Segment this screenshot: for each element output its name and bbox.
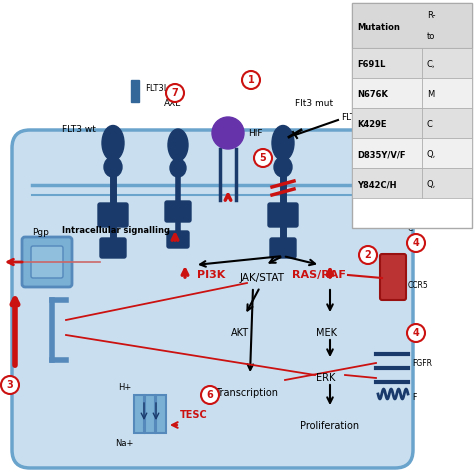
Text: to: to <box>427 31 436 40</box>
Text: 4: 4 <box>413 238 419 248</box>
Text: AKT: AKT <box>231 328 249 338</box>
Text: FLT3L: FLT3L <box>145 83 168 92</box>
FancyBboxPatch shape <box>268 203 298 227</box>
Text: Q,: Q, <box>427 150 436 159</box>
Bar <box>352 108 422 138</box>
Ellipse shape <box>102 126 124 161</box>
Text: 3: 3 <box>7 380 13 390</box>
Circle shape <box>407 324 425 342</box>
Circle shape <box>201 386 219 404</box>
Text: M: M <box>427 90 434 99</box>
Bar <box>422 48 472 78</box>
Circle shape <box>212 117 244 149</box>
Text: 5: 5 <box>260 153 266 163</box>
Bar <box>134 395 144 433</box>
Text: RAS/RAF: RAS/RAF <box>292 270 346 280</box>
Circle shape <box>242 71 260 89</box>
FancyBboxPatch shape <box>98 203 128 227</box>
Text: H+: H+ <box>118 383 131 392</box>
Text: FGFR: FGFR <box>412 358 432 367</box>
Text: Y842C/H: Y842C/H <box>357 180 396 189</box>
FancyBboxPatch shape <box>167 231 189 248</box>
Text: 6: 6 <box>207 390 213 400</box>
Bar <box>352 168 422 198</box>
Bar <box>145 395 155 433</box>
Text: Intracellular signalling: Intracellular signalling <box>62 226 170 235</box>
Ellipse shape <box>274 157 292 177</box>
Bar <box>131 80 139 102</box>
Text: C,: C, <box>427 60 436 69</box>
Text: Flt3 mut: Flt3 mut <box>295 99 333 108</box>
Ellipse shape <box>168 129 188 161</box>
FancyBboxPatch shape <box>165 201 191 222</box>
Text: F: F <box>412 393 416 402</box>
Text: C: C <box>408 224 413 233</box>
Ellipse shape <box>104 157 122 177</box>
FancyBboxPatch shape <box>12 130 413 468</box>
Bar <box>352 78 422 108</box>
Text: PI3K: PI3K <box>197 270 225 280</box>
Ellipse shape <box>170 159 186 177</box>
Text: MEK: MEK <box>316 328 337 338</box>
Text: Q,: Q, <box>427 180 436 189</box>
Text: CCR5: CCR5 <box>408 282 429 291</box>
Bar <box>156 395 166 433</box>
Text: HIF: HIF <box>248 128 263 137</box>
Circle shape <box>254 149 272 167</box>
Bar <box>352 48 422 78</box>
FancyBboxPatch shape <box>22 237 72 287</box>
Ellipse shape <box>272 126 294 161</box>
Circle shape <box>166 84 184 102</box>
FancyBboxPatch shape <box>31 246 63 278</box>
Text: Transcription: Transcription <box>215 388 278 398</box>
Bar <box>352 3 472 48</box>
Bar <box>422 138 472 168</box>
FancyBboxPatch shape <box>270 238 296 258</box>
Text: 1: 1 <box>247 75 255 85</box>
Text: JAK/STAT: JAK/STAT <box>240 273 285 283</box>
Text: K429E: K429E <box>357 120 386 129</box>
Text: FLT3 wt: FLT3 wt <box>62 126 96 135</box>
Text: FLT3i: FLT3i <box>341 112 364 121</box>
Text: R-: R- <box>427 10 436 19</box>
Text: Proliferation: Proliferation <box>300 421 359 431</box>
Bar <box>422 108 472 138</box>
Circle shape <box>359 246 377 264</box>
Text: 2: 2 <box>365 250 371 260</box>
Bar <box>422 168 472 198</box>
Text: Pgp: Pgp <box>32 228 49 237</box>
Text: F691L: F691L <box>357 60 385 69</box>
Text: Na+: Na+ <box>115 438 133 447</box>
Text: Mutation: Mutation <box>357 22 400 31</box>
Bar <box>352 3 472 228</box>
Text: N676K: N676K <box>357 90 388 99</box>
Text: D835Y/V/F: D835Y/V/F <box>357 150 405 159</box>
Bar <box>352 138 422 168</box>
Text: TESC: TESC <box>180 410 208 420</box>
Text: AXL: AXL <box>164 99 181 108</box>
Bar <box>422 78 472 108</box>
Text: 7: 7 <box>172 88 178 98</box>
FancyBboxPatch shape <box>380 254 406 300</box>
Text: 4: 4 <box>413 328 419 338</box>
Circle shape <box>407 234 425 252</box>
Text: ERK: ERK <box>316 373 336 383</box>
FancyBboxPatch shape <box>100 238 126 258</box>
Circle shape <box>1 376 19 394</box>
Text: C: C <box>427 120 433 129</box>
